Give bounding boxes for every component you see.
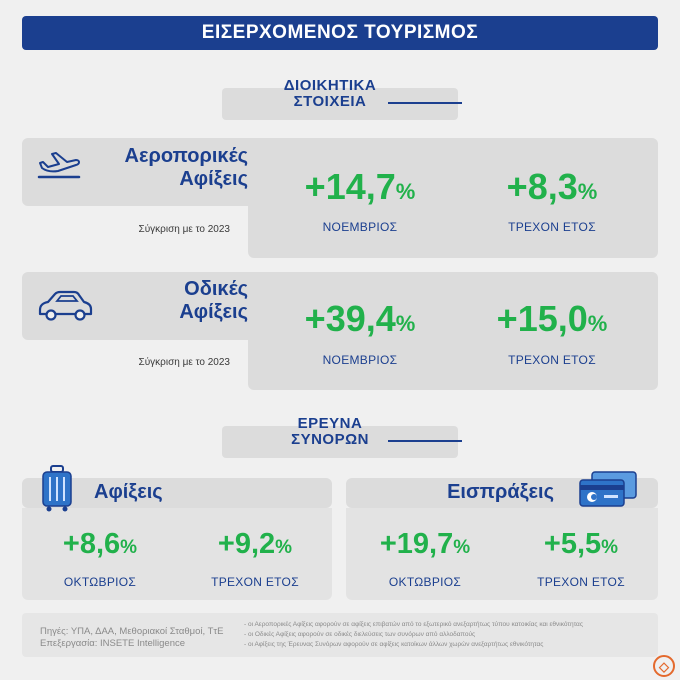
receipts-month-unit: % <box>453 537 471 558</box>
section-line-border <box>388 440 462 442</box>
receipts-ytd-period: ΤΡΕΧΟΝ ΕΤΟΣ <box>537 575 625 589</box>
section-title-border-line2: ΣΥΝΟΡΩΝ <box>291 431 369 448</box>
road-ytd-unit: % <box>587 311 608 336</box>
footer-note-2: - οι Οδικές Αφίξεις αφορούν σε οδικές δι… <box>244 631 476 638</box>
car-icon <box>36 288 94 322</box>
airplane-icon <box>36 150 82 184</box>
footer-note-1: - οι Αεροπορικές Αφίξεις αφορούν σε αφίξ… <box>244 621 583 628</box>
road-month-unit: % <box>395 311 416 336</box>
section-title-admin: ΔΙΟΙΚΗΤΙΚΑ ΣΤΟΙΧΕΙΑ <box>262 78 398 110</box>
receipts-month-period: ΟΚΤΩΒΡΙΟΣ <box>388 575 462 589</box>
air-month-period: ΝΟΕΜΒΡΙΟΣ <box>322 220 398 234</box>
air-ytd-value: +8,3% <box>462 166 642 208</box>
footer-panel <box>22 613 658 657</box>
arrivals-ytd-value: +9,2% <box>180 528 330 561</box>
arrivals-card-header-bg <box>22 478 332 508</box>
air-month-unit: % <box>395 179 416 204</box>
receipts-card-body-bg <box>346 508 658 600</box>
receipts-ytd-number: +5,5 <box>543 528 602 560</box>
footer-note-3: - οι Αφίξεις της Έρευνας Συνόρων αφορούν… <box>244 641 544 648</box>
air-ytd-unit: % <box>577 179 598 204</box>
watermark-logo-icon: ◇ <box>652 654 676 678</box>
air-card-label-bg <box>22 138 270 206</box>
arrivals-ytd-number: +9,2 <box>217 528 276 560</box>
page-title: ΕΙΣΕΡΧΟΜΕΝΟΣ ΤΟΥΡΙΣΜΟΣ <box>22 16 658 50</box>
arrivals-card-body-bg <box>22 508 332 600</box>
section-title-border-line1: ΕΡΕΥΝΑ <box>297 415 363 432</box>
suitcase-icon <box>40 464 74 512</box>
section-tab-border <box>222 426 458 458</box>
road-compare-note: Σύγκριση με το 2023 <box>138 357 230 368</box>
receipts-ytd-unit: % <box>601 537 619 558</box>
footer-notes: - οι Αεροπορικές Αφίξεις αφορούν σε αφίξ… <box>244 620 644 650</box>
air-label-line2: Αφίξεις <box>179 168 248 190</box>
air-month-number: +14,7 <box>304 166 396 207</box>
footer-processing-text: Επεξεργασία: INSETE Intelligence <box>40 638 186 649</box>
road-card-metrics-bg <box>248 272 658 390</box>
road-label-line1: Οδικές <box>184 278 248 300</box>
footer-sources: Πηγές: ΥΠΑ, ΔΑΑ, Μεθοριακοί Σταθμοί, ΤτΕ… <box>40 626 240 650</box>
section-title-admin-line2: ΣΤΟΙΧΕΙΑ <box>293 93 367 110</box>
road-month-value: +39,4% <box>270 298 450 340</box>
air-card-label: Αεροπορικές Αφίξεις <box>90 145 248 191</box>
air-compare-note: Σύγκριση με το 2023 <box>138 224 230 235</box>
air-ytd-number: +8,3 <box>506 166 578 207</box>
air-ytd-period: ΤΡΕΧΟΝ ΕΤΟΣ <box>508 220 596 234</box>
section-tab-admin <box>222 88 458 120</box>
arrivals-card-label: Αφίξεις <box>94 481 163 503</box>
section-title-border: ΕΡΕΥΝΑ ΣΥΝΟΡΩΝ <box>262 416 398 448</box>
receipts-month-number: +19,7 <box>379 528 454 560</box>
road-ytd-value: +15,0% <box>462 298 642 340</box>
footer-sources-text: Πηγές: ΥΠΑ, ΔΑΑ, Μεθοριακοί Σταθμοί, ΤτΕ <box>40 626 224 637</box>
svg-text:◇: ◇ <box>658 659 670 674</box>
air-label-line1: Αεροπορικές <box>124 145 248 167</box>
arrivals-ytd-period: ΤΡΕΧΟΝ ΕΤΟΣ <box>211 575 299 589</box>
road-card-label: Οδικές Αφίξεις <box>90 278 248 324</box>
section-line-admin <box>388 102 462 104</box>
arrivals-month-period: ΟΚΤΩΒΡΙΟΣ <box>63 575 137 589</box>
air-month-value: +14,7% <box>270 166 450 208</box>
road-ytd-number: +15,0 <box>496 298 588 339</box>
arrivals-month-number: +8,6 <box>62 528 121 560</box>
air-card-metrics-bg <box>248 138 658 258</box>
road-card-label-bg <box>22 272 270 340</box>
section-title-admin-line1: ΔΙΟΙΚΗΤΙΚΑ <box>283 77 377 94</box>
road-month-number: +39,4 <box>304 298 396 339</box>
credit-card-icon <box>578 470 638 510</box>
road-month-period: ΝΟΕΜΒΡΙΟΣ <box>322 353 398 367</box>
arrivals-month-unit: % <box>120 537 138 558</box>
receipts-ytd-value: +5,5% <box>506 528 656 561</box>
road-ytd-period: ΤΡΕΧΟΝ ΕΤΟΣ <box>508 353 596 367</box>
receipts-month-value: +19,7% <box>350 528 500 561</box>
road-label-line2: Αφίξεις <box>179 301 248 323</box>
arrivals-ytd-unit: % <box>275 537 293 558</box>
receipts-card-label: Εισπράξεις <box>447 481 554 503</box>
arrivals-month-value: +8,6% <box>30 528 170 561</box>
